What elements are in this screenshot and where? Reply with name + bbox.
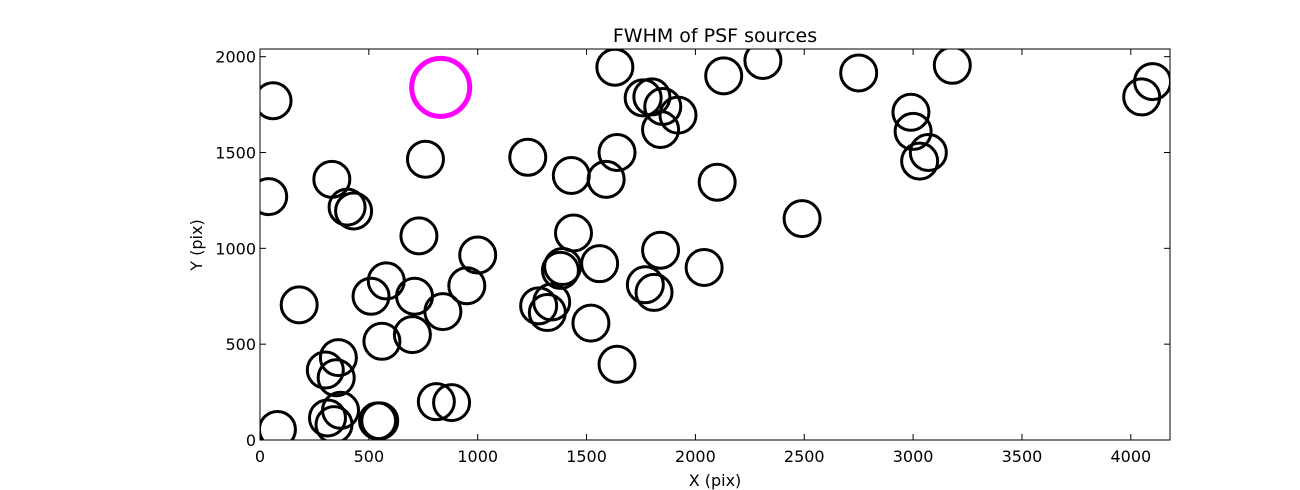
- x-tick-label: 3000: [893, 447, 934, 466]
- data-point: [658, 95, 698, 135]
- data-point: [908, 133, 948, 172]
- data-point: [623, 78, 663, 118]
- data-point: [351, 276, 391, 316]
- data-point: [395, 276, 435, 316]
- x-tick-label: 2000: [675, 447, 716, 466]
- data-point: [399, 216, 439, 256]
- data-point: [409, 55, 473, 119]
- data-point: [595, 49, 635, 87]
- y-tick-label: 1500: [215, 144, 256, 163]
- x-axis: 0 500 1000 1500 2000 2500 3000 3500 4000: [255, 49, 1151, 466]
- chart-title: FWHM of PSF sources: [613, 25, 817, 47]
- data-point: [900, 141, 940, 181]
- y-axis: 0 500 1000 1500 2000: [215, 48, 1170, 450]
- data-point: [458, 235, 498, 275]
- data-point: [597, 133, 637, 172]
- data-point: [580, 244, 620, 284]
- y-tick-label: 500: [225, 335, 256, 354]
- data-point: [260, 177, 289, 217]
- data-point: [1133, 62, 1170, 102]
- data-point: [312, 159, 352, 199]
- data-point: [532, 282, 572, 322]
- data-point: [743, 49, 783, 80]
- y-tick-label: 0: [246, 431, 256, 450]
- data-point: [327, 187, 367, 227]
- data-point: [260, 409, 297, 440]
- x-tick-label: 500: [354, 447, 385, 466]
- data-point: [571, 303, 611, 343]
- data-point: [893, 111, 933, 151]
- data-point: [508, 137, 548, 177]
- data-point: [697, 162, 737, 202]
- data-point: [704, 56, 744, 96]
- data-point: [519, 286, 559, 326]
- data-point: [597, 344, 637, 384]
- data-point: [553, 213, 593, 253]
- y-tick-label: 1000: [215, 239, 256, 258]
- plot-frame: [259, 48, 1171, 441]
- data-point: [684, 248, 724, 287]
- data-point: [318, 338, 358, 378]
- data-point: [360, 401, 400, 440]
- x-tick-label: 1500: [566, 447, 607, 466]
- data-point: [891, 92, 931, 132]
- plot-marks: [260, 49, 1170, 440]
- y-tick-label: 2000: [215, 48, 256, 67]
- data-point: [551, 156, 591, 195]
- data-point: [334, 191, 374, 231]
- data-point: [305, 350, 345, 390]
- data-point: [392, 315, 432, 355]
- x-tick-label: 3500: [1002, 447, 1043, 466]
- x-tick-label: 2500: [784, 447, 825, 466]
- y-axis-label: Y (pix): [187, 219, 206, 271]
- data-point: [366, 261, 406, 301]
- x-tick-label: 1000: [457, 447, 498, 466]
- x-tick-label: 4000: [1110, 447, 1151, 466]
- data-point: [416, 382, 456, 422]
- data-point: [260, 81, 293, 121]
- data-point: [307, 398, 347, 438]
- data-point: [362, 321, 402, 361]
- data-point: [586, 159, 626, 199]
- data-point: [540, 250, 580, 290]
- x-tick-label: 0: [255, 447, 265, 466]
- data-point: [932, 49, 972, 85]
- data-point: [405, 139, 445, 179]
- data-point: [634, 272, 674, 312]
- data-point: [279, 285, 319, 325]
- data-point: [423, 292, 463, 332]
- data-point: [839, 53, 879, 93]
- data-point: [632, 77, 672, 117]
- data-point: [321, 390, 361, 430]
- data-point: [316, 358, 356, 398]
- data-point: [432, 383, 472, 423]
- x-axis-label: X (pix): [689, 471, 742, 490]
- data-point: [782, 199, 822, 239]
- data-point: [641, 230, 681, 270]
- data-point: [625, 265, 665, 305]
